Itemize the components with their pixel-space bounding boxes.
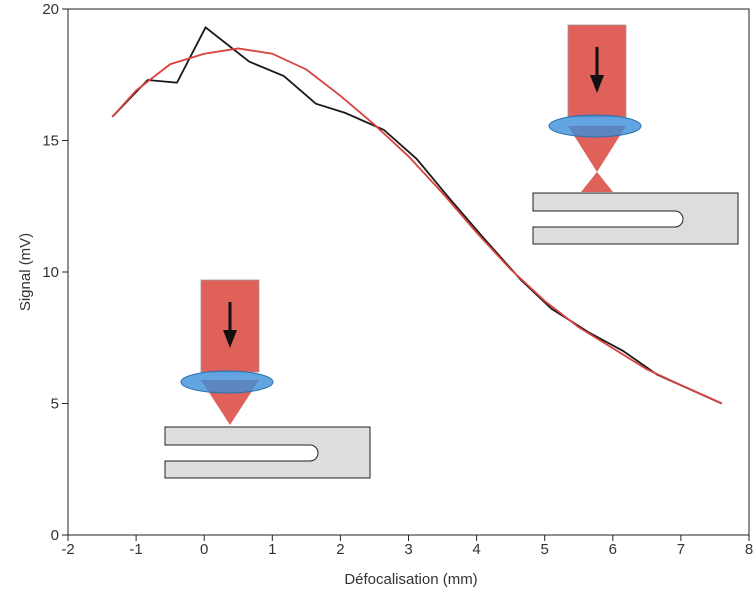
x-tick-label: -1 <box>129 541 142 558</box>
inset-diagram <box>164 278 371 479</box>
x-tick-label: 7 <box>677 541 685 558</box>
inset-diagram <box>532 23 739 245</box>
data-line <box>111 26 723 405</box>
plot-frame <box>67 8 750 536</box>
y-axis-label: Signal (mV) <box>17 233 34 311</box>
data-line <box>111 47 723 405</box>
y-tick-label: 5 <box>51 396 59 413</box>
x-axis-label: Défocalisation (mm) <box>344 571 477 588</box>
y-tick-label: 20 <box>42 1 59 18</box>
y-tick-label: 15 <box>42 133 59 150</box>
x-tick-label: 0 <box>200 541 208 558</box>
x-tick-label: -2 <box>61 541 74 558</box>
x-tick-label: 5 <box>541 541 549 558</box>
y-tick-label: 10 <box>42 264 59 281</box>
x-tick-label: 2 <box>336 541 344 558</box>
x-tick-label: 1 <box>268 541 276 558</box>
x-tick-label: 4 <box>472 541 480 558</box>
x-tick-label: 8 <box>745 541 753 558</box>
x-tick-label: 6 <box>609 541 617 558</box>
x-tick-label: 3 <box>404 541 412 558</box>
y-tick-label: 0 <box>51 527 59 544</box>
